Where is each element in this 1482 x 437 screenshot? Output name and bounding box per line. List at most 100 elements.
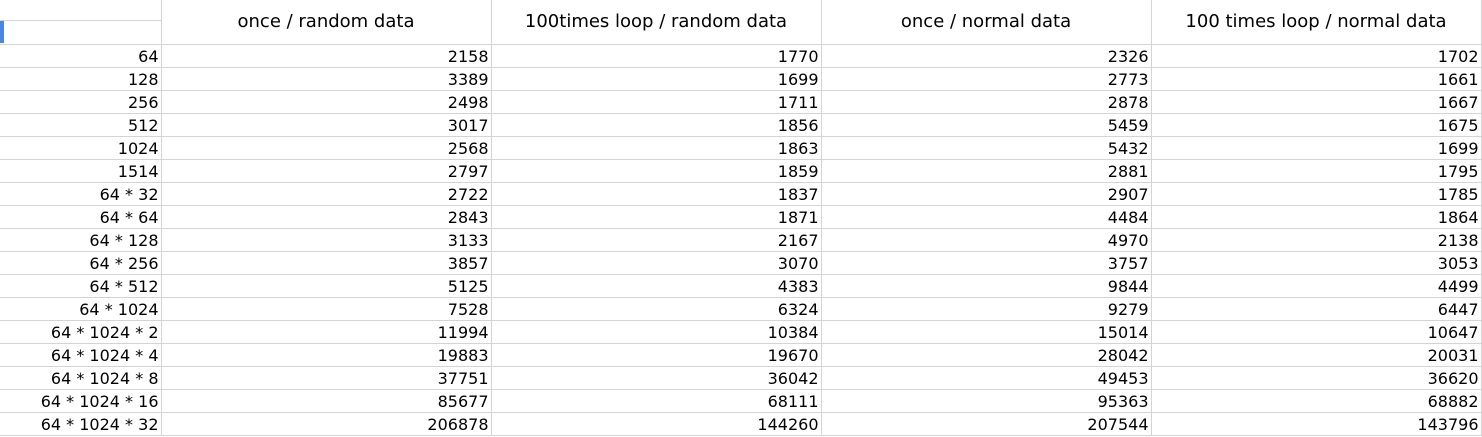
row-label-cell[interactable]: 1024	[0, 135, 162, 160]
row-label-cell[interactable]: 256	[0, 89, 162, 114]
row-label-cell[interactable]: 1514	[0, 158, 162, 183]
row-label-cell[interactable]: 128	[0, 66, 162, 91]
value-cell[interactable]: 2843	[160, 204, 492, 229]
value-cell[interactable]: 1770	[490, 43, 822, 68]
value-cell[interactable]: 1856	[490, 112, 822, 137]
value-cell[interactable]: 143796	[1150, 411, 1482, 436]
value-cell[interactable]: 1699	[490, 66, 822, 91]
value-cell[interactable]: 2907	[820, 181, 1152, 206]
value-cell[interactable]: 1863	[490, 135, 822, 160]
value-cell[interactable]: 1667	[1150, 89, 1482, 114]
value-cell[interactable]: 36620	[1150, 365, 1482, 390]
table-row: 64 * 256 3857 3070 3757 3053	[0, 250, 1482, 275]
value-cell[interactable]: 1711	[490, 89, 822, 114]
header-cell-once-random[interactable]: once / random data	[160, 0, 492, 45]
value-cell[interactable]: 2773	[820, 66, 1152, 91]
value-cell[interactable]: 2498	[160, 89, 492, 114]
row-label-cell[interactable]: 64	[0, 43, 162, 68]
row-label-cell[interactable]: 64 * 64	[0, 204, 162, 229]
value-cell[interactable]: 2326	[820, 43, 1152, 68]
value-cell[interactable]: 2722	[160, 181, 492, 206]
value-cell[interactable]: 19883	[160, 342, 492, 367]
value-cell[interactable]: 2167	[490, 227, 822, 252]
value-cell[interactable]: 2881	[820, 158, 1152, 183]
value-cell[interactable]: 1675	[1150, 112, 1482, 137]
header-cell-corner[interactable]	[0, 0, 162, 45]
row-label-cell[interactable]: 64 * 1024 * 32	[0, 411, 162, 436]
value-cell[interactable]: 2878	[820, 89, 1152, 114]
value-cell[interactable]: 207544	[820, 411, 1152, 436]
table-row: 128 3389 1699 2773 1661	[0, 66, 1482, 91]
value-cell[interactable]: 3070	[490, 250, 822, 275]
value-cell[interactable]: 20031	[1150, 342, 1482, 367]
value-cell[interactable]: 9279	[820, 296, 1152, 321]
row-label-cell[interactable]: 64 * 256	[0, 250, 162, 275]
value-cell[interactable]: 37751	[160, 365, 492, 390]
value-cell[interactable]: 4383	[490, 273, 822, 298]
value-cell[interactable]: 206878	[160, 411, 492, 436]
value-cell[interactable]: 5432	[820, 135, 1152, 160]
value-cell[interactable]: 3857	[160, 250, 492, 275]
value-cell[interactable]: 19670	[490, 342, 822, 367]
header-cell-loop-normal[interactable]: 100 times loop / normal data	[1150, 0, 1482, 45]
value-cell[interactable]: 15014	[820, 319, 1152, 344]
value-cell[interactable]: 49453	[820, 365, 1152, 390]
table-row: 64 2158 1770 2326 1702	[0, 43, 1482, 68]
value-cell[interactable]: 1864	[1150, 204, 1482, 229]
value-cell[interactable]: 1702	[1150, 43, 1482, 68]
header-cell-once-normal[interactable]: once / normal data	[820, 0, 1152, 45]
value-cell[interactable]: 1837	[490, 181, 822, 206]
value-cell[interactable]: 68111	[490, 388, 822, 413]
value-cell[interactable]: 2568	[160, 135, 492, 160]
value-cell[interactable]: 9844	[820, 273, 1152, 298]
value-cell[interactable]: 10647	[1150, 319, 1482, 344]
value-cell[interactable]: 4499	[1150, 273, 1482, 298]
value-cell[interactable]: 6324	[490, 296, 822, 321]
row-label-cell[interactable]: 64 * 128	[0, 227, 162, 252]
table-row: 64 * 1024 * 32 206878 144260 207544 143796	[0, 411, 1482, 436]
table-row: 256 2498 1711 2878 1667	[0, 89, 1482, 114]
value-cell[interactable]: 5459	[820, 112, 1152, 137]
value-cell[interactable]: 1785	[1150, 181, 1482, 206]
row-label-cell[interactable]: 64 * 1024 * 4	[0, 342, 162, 367]
value-cell[interactable]: 7528	[160, 296, 492, 321]
value-cell[interactable]: 1795	[1150, 158, 1482, 183]
cell-divider	[0, 20, 160, 21]
value-cell[interactable]: 95363	[820, 388, 1152, 413]
value-cell[interactable]: 3133	[160, 227, 492, 252]
row-label-cell[interactable]: 64 * 1024	[0, 296, 162, 321]
value-cell[interactable]: 36042	[490, 365, 822, 390]
value-cell[interactable]: 4484	[820, 204, 1152, 229]
value-cell[interactable]: 144260	[490, 411, 822, 436]
value-cell[interactable]: 5125	[160, 273, 492, 298]
selected-cell-indicator	[0, 21, 4, 43]
value-cell[interactable]: 1661	[1150, 66, 1482, 91]
value-cell[interactable]: 4970	[820, 227, 1152, 252]
value-cell[interactable]: 6447	[1150, 296, 1482, 321]
row-label-cell[interactable]: 512	[0, 112, 162, 137]
value-cell[interactable]: 2138	[1150, 227, 1482, 252]
value-cell[interactable]: 3389	[160, 66, 492, 91]
row-label-cell[interactable]: 64 * 1024 * 8	[0, 365, 162, 390]
table-row: 64 * 32 2722 1837 2907 1785	[0, 181, 1482, 206]
value-cell[interactable]: 1699	[1150, 135, 1482, 160]
row-label-cell[interactable]: 64 * 32	[0, 181, 162, 206]
value-cell[interactable]: 10384	[490, 319, 822, 344]
header-cell-loop-random[interactable]: 100times loop / random data	[490, 0, 822, 45]
row-label-cell[interactable]: 64 * 1024 * 16	[0, 388, 162, 413]
value-cell[interactable]: 28042	[820, 342, 1152, 367]
value-cell[interactable]: 1859	[490, 158, 822, 183]
value-cell[interactable]: 85677	[160, 388, 492, 413]
row-label-cell[interactable]: 64 * 1024 * 2	[0, 319, 162, 344]
value-cell[interactable]: 3017	[160, 112, 492, 137]
value-cell[interactable]: 3757	[820, 250, 1152, 275]
table-row: 1514 2797 1859 2881 1795	[0, 158, 1482, 183]
value-cell[interactable]: 1871	[490, 204, 822, 229]
table-row: 64 * 128 3133 2167 4970 2138	[0, 227, 1482, 252]
row-label-cell[interactable]: 64 * 512	[0, 273, 162, 298]
value-cell[interactable]: 3053	[1150, 250, 1482, 275]
value-cell[interactable]: 2797	[160, 158, 492, 183]
value-cell[interactable]: 2158	[160, 43, 492, 68]
value-cell[interactable]: 11994	[160, 319, 492, 344]
value-cell[interactable]: 68882	[1150, 388, 1482, 413]
